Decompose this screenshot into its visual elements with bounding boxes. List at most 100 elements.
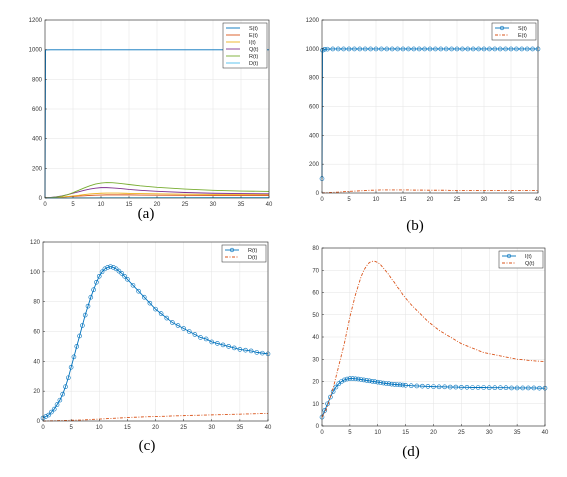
data-point [203, 336, 209, 342]
data-point [436, 384, 442, 390]
data-point [379, 46, 384, 52]
data-point [454, 46, 460, 52]
y-tick-label: 600 [32, 107, 43, 113]
y-tick-label: 1200 [306, 18, 320, 24]
x-tick-label: 35 [237, 425, 244, 431]
x-tick-label: 15 [400, 197, 407, 203]
series-Q(t) [321, 260, 546, 418]
legend-entry: E(t) [518, 33, 527, 39]
legend: I(t)Q(t) [498, 250, 544, 269]
x-tick-label: 10 [373, 197, 380, 203]
data-point [164, 315, 170, 321]
data-point [330, 46, 336, 52]
data-point [427, 46, 433, 52]
series-R(t) [40, 264, 271, 421]
data-point [51, 406, 57, 412]
data-point [394, 382, 400, 387]
data-point [520, 385, 526, 391]
x-tick-label: 30 [486, 430, 493, 436]
data-point [395, 46, 400, 52]
x-tick-label: 30 [481, 197, 488, 203]
y-tick-label: 0 [37, 419, 41, 425]
x-tick-label: 10 [96, 425, 103, 431]
data-point [130, 282, 136, 288]
data-point [237, 347, 243, 352]
data-point [231, 345, 237, 351]
panel-label: (a) [138, 206, 155, 222]
data-point [335, 46, 341, 52]
data-point [74, 344, 80, 349]
data-point [384, 46, 390, 52]
x-tick-label: 5 [348, 430, 352, 436]
data-point [254, 350, 260, 355]
data-point [530, 46, 535, 52]
x-tick-label: 5 [71, 202, 75, 208]
y-tick-label: 400 [32, 137, 43, 143]
data-point [209, 339, 215, 345]
panel-label: (c) [139, 438, 156, 454]
y-tick-label: 50 [312, 313, 319, 319]
y-tick-label: 80 [33, 300, 40, 306]
data-point [147, 300, 153, 306]
data-point [369, 378, 375, 384]
y-tick-label: 200 [309, 162, 320, 168]
data-point [403, 382, 408, 388]
series-S(t) [44, 49, 269, 199]
x-tick-label: 15 [126, 202, 133, 208]
data-point [99, 269, 105, 275]
y-tick-label: 400 [309, 133, 320, 139]
data-point [431, 384, 436, 389]
y-tick-label: 40 [33, 359, 40, 365]
series-line [321, 189, 538, 194]
series-line [44, 192, 269, 199]
x-tick-label: 15 [124, 425, 131, 431]
data-point [153, 306, 158, 312]
data-point [192, 332, 198, 337]
x-tick-label: 5 [347, 197, 351, 203]
data-point [509, 385, 514, 391]
data-point [447, 384, 453, 390]
data-point [383, 381, 389, 386]
data-point [464, 384, 470, 390]
data-point [386, 381, 392, 387]
legend-entry: S(t) [518, 26, 527, 32]
y-tick-label: 40 [312, 335, 319, 341]
data-point [358, 377, 364, 382]
data-point [475, 385, 481, 390]
data-point [492, 385, 498, 391]
data-point [361, 377, 367, 383]
legend-entry: Q(t) [525, 261, 535, 267]
series-line [43, 413, 268, 422]
series-line [44, 182, 270, 199]
data-point [433, 46, 438, 52]
data-point [91, 287, 96, 293]
x-tick-label: 30 [210, 202, 217, 208]
legend-marker [506, 253, 512, 259]
data-point [400, 46, 406, 52]
x-tick-label: 20 [427, 197, 434, 203]
legend: R(t)D(t) [221, 244, 267, 263]
data-point [71, 354, 77, 360]
data-point [465, 46, 471, 52]
y-tick-label: 200 [32, 166, 43, 172]
data-point [397, 382, 403, 388]
data-point [339, 379, 344, 384]
data-point [49, 409, 54, 415]
x-tick-label: 20 [430, 430, 437, 436]
data-point [54, 402, 60, 407]
y-tick-label: 600 [309, 105, 320, 111]
x-tick-label: 15 [402, 430, 409, 436]
data-point [408, 383, 414, 389]
data-point [381, 380, 386, 386]
y-tick-label: 70 [312, 268, 319, 274]
x-tick-label: 10 [374, 430, 381, 436]
data-point [341, 377, 347, 383]
data-point [442, 384, 447, 390]
y-tick-label: 20 [312, 380, 319, 386]
data-point [492, 46, 498, 52]
data-point [487, 46, 492, 52]
data-point [392, 382, 397, 387]
data-point [449, 46, 454, 52]
data-point [459, 384, 464, 390]
